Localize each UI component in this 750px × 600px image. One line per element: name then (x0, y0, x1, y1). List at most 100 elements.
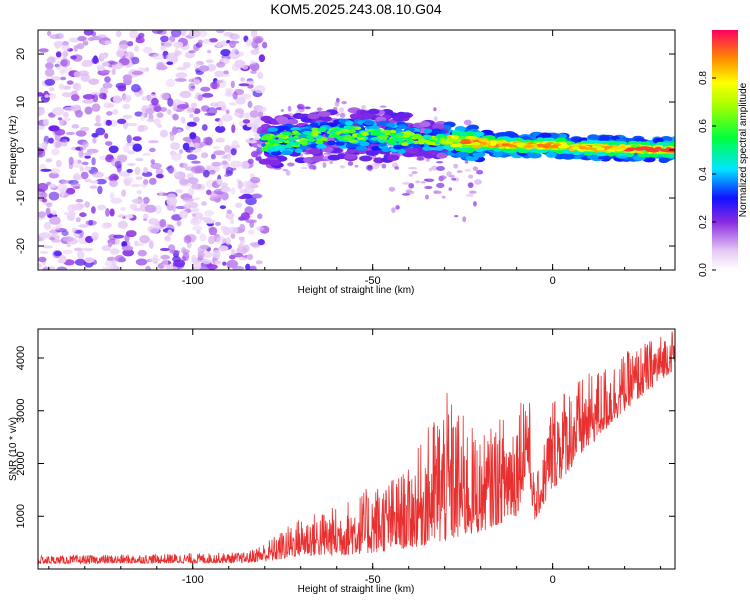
scatter-cell (316, 107, 323, 111)
noise-cell (105, 119, 113, 126)
noise-cell (199, 244, 209, 250)
noise-cell (194, 63, 200, 70)
noise-cell (173, 259, 186, 268)
noise-cell (257, 71, 264, 80)
noise-cell (177, 128, 182, 133)
noise-cell (91, 103, 101, 112)
noise-cell (262, 41, 268, 49)
noise-cell (45, 207, 51, 216)
noise-cell (198, 65, 210, 72)
signal-cell (560, 141, 567, 146)
noise-cell (104, 133, 109, 139)
noise-cell (210, 153, 216, 160)
noise-cell (127, 150, 135, 155)
noise-cell (258, 110, 264, 119)
noise-cell (84, 152, 93, 156)
noise-cell (142, 171, 153, 177)
noise-cell (79, 166, 85, 172)
noise-cell (249, 176, 261, 184)
noise-cell (230, 160, 243, 168)
noise-cell (127, 163, 136, 166)
noise-cell (38, 256, 47, 263)
noise-cell (150, 162, 162, 170)
page-title: KOM5.2025.243.08.10.G04 (270, 1, 442, 17)
noise-cell (188, 187, 195, 196)
noise-cell (213, 145, 221, 150)
noise-cell (221, 114, 233, 122)
noise-cell (38, 263, 43, 269)
signal-cell (334, 131, 342, 135)
noise-cell (47, 30, 52, 36)
noise-cell (53, 250, 62, 257)
noise-cell (38, 147, 44, 156)
noise-cell (108, 179, 118, 188)
noise-cell (80, 126, 90, 132)
signal-cell (439, 139, 446, 144)
scatter-cell (312, 165, 317, 171)
noise-cell (96, 204, 107, 211)
noise-cell (182, 197, 195, 203)
noise-cell (145, 107, 155, 115)
scatter-cell (424, 185, 433, 190)
signal-cell (278, 125, 290, 131)
signal-cell (538, 132, 552, 139)
scatter-cell (402, 182, 411, 185)
signal-cell (393, 138, 403, 142)
noise-cell (44, 78, 56, 86)
noise-cell (38, 182, 49, 192)
noise-cell (120, 207, 126, 211)
noise-cell (156, 65, 168, 71)
noise-cell (74, 247, 83, 251)
noise-cell (135, 36, 145, 44)
noise-cell (246, 253, 254, 261)
noise-cell (66, 243, 71, 248)
noise-cell (151, 30, 164, 34)
noise-cell (104, 260, 115, 267)
noise-cell (225, 237, 231, 246)
signal-cell (320, 137, 328, 142)
signal-cell (630, 144, 641, 148)
scatter-cell (395, 205, 400, 210)
noise-cell (159, 129, 169, 138)
noise-cell (109, 61, 118, 65)
noise-cell (218, 73, 230, 77)
noise-cell (48, 87, 55, 92)
noise-cell (238, 236, 245, 241)
peak-cell (641, 146, 653, 150)
noise-cell (256, 146, 263, 155)
noise-cell (105, 208, 110, 217)
noise-cell (60, 76, 67, 81)
signal-cell (365, 150, 379, 156)
signal-cell (401, 142, 409, 146)
signal-cell (467, 124, 479, 131)
noise-cell (190, 102, 198, 109)
noise-cell (233, 112, 240, 117)
snr-frame (37, 328, 676, 570)
scatter-cell (354, 164, 359, 168)
signal-cell (307, 113, 320, 120)
noise-cell (224, 144, 231, 153)
noise-cell (159, 247, 170, 252)
noise-cell (225, 109, 230, 115)
noise-cell (172, 266, 178, 270)
signal-cell (383, 129, 392, 134)
noise-cell (160, 45, 167, 51)
noise-cell (252, 193, 263, 199)
noise-cell (191, 160, 201, 164)
noise-cell (77, 159, 82, 164)
noise-cell (57, 183, 68, 193)
noise-cell (230, 232, 236, 239)
scatter-cell (464, 160, 469, 164)
noise-cell (165, 53, 177, 62)
noise-cell (191, 213, 197, 217)
noise-cell (224, 87, 234, 94)
colorbar-label: Normalized spectral amplitude (738, 82, 749, 217)
signal-cell (385, 122, 396, 128)
noise-cell (241, 93, 252, 99)
noise-cell (246, 140, 258, 144)
noise-cell (201, 201, 207, 206)
noise-cell (250, 30, 258, 38)
scatter-cell (436, 166, 445, 171)
noise-cell (216, 179, 222, 186)
scatter-cell (391, 207, 396, 214)
